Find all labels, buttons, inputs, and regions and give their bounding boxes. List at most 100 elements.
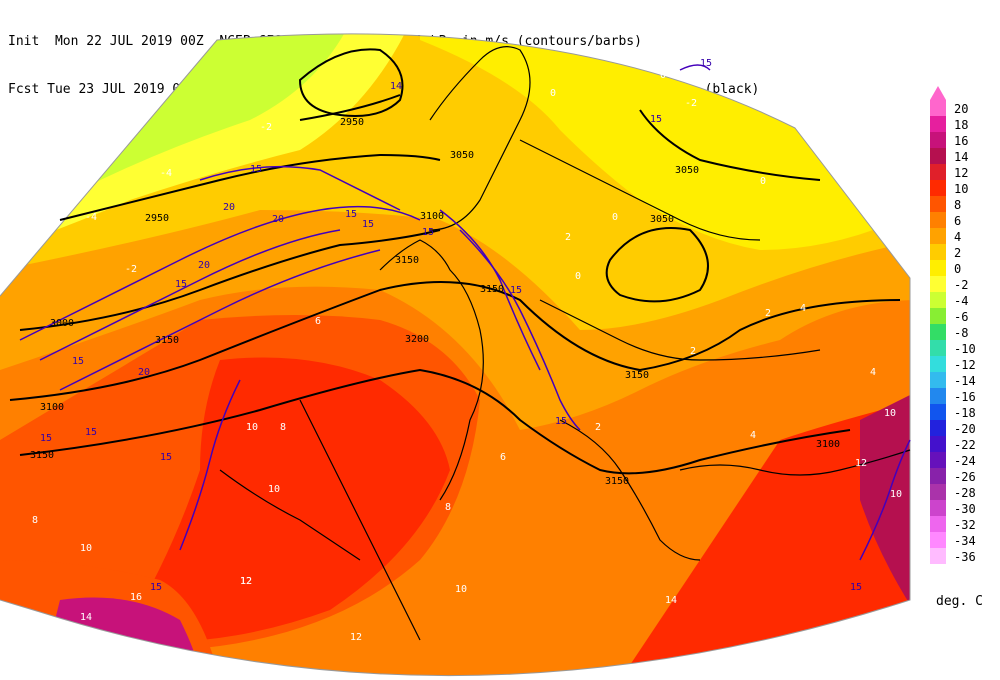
legend-swatch (930, 340, 946, 356)
height-label: 3050 (650, 214, 674, 225)
legend-swatch (930, 132, 946, 148)
legend-label: -18 (954, 406, 976, 420)
height-label: 3050 (450, 150, 474, 161)
legend-label: 8 (954, 198, 962, 212)
temperature-label: 0 (612, 212, 618, 223)
temperature-label: 12 (240, 576, 252, 587)
legend-label: -26 (954, 470, 976, 484)
legend-swatch (930, 260, 946, 276)
legend-swatch (930, 356, 946, 372)
legend-swatch (930, 116, 946, 132)
legend-swatch (930, 420, 946, 436)
height-label: 3200 (405, 334, 429, 345)
legend-label: -6 (954, 310, 969, 324)
height-label: 3150 (30, 450, 54, 461)
legend-label: -36 (954, 550, 976, 564)
legend-swatch (930, 372, 946, 388)
temperature-label: 8 (32, 515, 38, 526)
legend-swatch (930, 500, 946, 516)
legend-label: -28 (954, 486, 976, 500)
legend-swatch (930, 180, 946, 196)
legend-swatch (930, 484, 946, 500)
legend-swatch (930, 532, 946, 548)
legend-swatch (930, 196, 946, 212)
temperature-label: -4 (85, 212, 97, 223)
wind-label: 15 (160, 452, 172, 463)
height-label: 3150 (480, 284, 504, 295)
height-label: 3100 (816, 439, 840, 450)
temperature-label: -2 (685, 98, 697, 109)
temperature-label: -2 (40, 185, 52, 196)
temperature-label: 0 (575, 271, 581, 282)
wind-speed-contours (19, 64, 911, 561)
temperature-label: 10 (455, 584, 467, 595)
temperature-label: 2 (690, 346, 696, 357)
temperature-label: 12 (855, 458, 867, 469)
legend-label: 18 (954, 118, 969, 132)
legend-label: 6 (954, 214, 962, 228)
legend-label: 2 (954, 246, 962, 260)
legend-label: -14 (954, 374, 976, 388)
height-label: 3100 (40, 402, 64, 413)
legend-label: -32 (954, 518, 976, 532)
height-label: 3150 (625, 370, 649, 381)
legend-label: 12 (954, 166, 969, 180)
wind-label: 15 (850, 582, 862, 593)
wind-label-group: 15 15 15 20 20 20 15 15 15 14 15 15 20 1… (40, 58, 862, 593)
legend-swatch (930, 228, 946, 244)
legend-swatch (930, 292, 946, 308)
wind-label: 15 (510, 285, 522, 296)
temperature-label: 4 (800, 303, 806, 314)
legend-label: -24 (954, 454, 976, 468)
temperature-label: 2 (765, 308, 771, 319)
legend-label: -8 (954, 326, 969, 340)
legend-label: 20 (954, 102, 969, 116)
legend-label: -2 (954, 278, 969, 292)
temperature-label-group: -4 -2 -2 -4 0 0 0 -2 0 2 4 6 8 10 12 10 … (32, 70, 902, 643)
legend-swatch (930, 212, 946, 228)
temperature-field (0, 33, 910, 676)
temperature-label: 8 (280, 422, 286, 433)
wind-label: 20 (198, 260, 210, 271)
wind-label: 20 (272, 214, 284, 225)
height-label: 3150 (395, 255, 419, 266)
temperature-label: 4 (870, 367, 876, 378)
temperature-label: 8 (445, 502, 451, 513)
wind-label: 15 (650, 114, 662, 125)
legend-swatch (930, 548, 946, 564)
legend-swatch (930, 452, 946, 468)
map-boundary (0, 33, 911, 677)
wind-label: 15 (175, 279, 187, 290)
temperature-label: 14 (80, 612, 92, 623)
height-label: 3000 (50, 318, 74, 329)
temperature-label: 12 (240, 576, 252, 587)
temperature-label: -4 (160, 168, 172, 179)
height-label: 3150 (155, 335, 179, 346)
wind-label: 15 (422, 227, 434, 238)
legend-label: -22 (954, 438, 976, 452)
wind-label: 20 (223, 202, 235, 213)
temperature-label: -2 (125, 264, 137, 275)
legend-label: -10 (954, 342, 976, 356)
height-label-group: 2950 2950 3000 3050 3050 3050 3100 3100 … (30, 117, 840, 487)
temperature-label: 0 (760, 176, 766, 187)
legend-swatch (930, 516, 946, 532)
temperature-label: -2 (260, 122, 272, 133)
temperature-label: 10 (246, 422, 258, 433)
wind-label: 15 (345, 209, 357, 220)
legend-swatch (930, 164, 946, 180)
height-label: 2950 (340, 117, 364, 128)
temperature-label: 10 (268, 484, 280, 495)
wind-label: 15 (150, 582, 162, 593)
height-label: 2950 (145, 213, 169, 224)
legend-label: 10 (954, 182, 969, 196)
temperature-label: 16 (130, 592, 142, 603)
height-label: 3150 (605, 476, 629, 487)
temperature-label: 10 (890, 489, 902, 500)
wind-label: 20 (138, 367, 150, 378)
temperature-label: 4 (750, 430, 756, 441)
legend-label: -34 (954, 534, 976, 548)
legend-units-label: deg. C (936, 594, 983, 609)
legend-label: 4 (954, 230, 962, 244)
wind-label: 15 (40, 433, 52, 444)
